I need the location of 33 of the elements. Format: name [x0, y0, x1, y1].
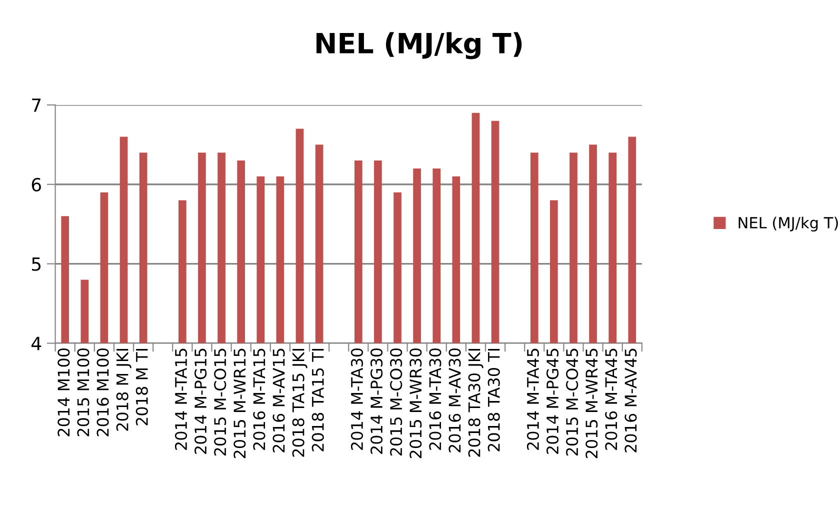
x-tick-label: 2015 M-CO15 — [214, 348, 226, 456]
x-tick-label: 2016 M100 — [96, 348, 109, 436]
x-tick-label: 2016 M-AV30 — [448, 348, 461, 452]
y-tick-label: 4 — [32, 336, 42, 350]
x-tick-label: 2016 M-TA15 — [253, 348, 266, 450]
x-tick-label: 2014 M-TA30 — [350, 348, 364, 450]
x-tick-label: 2016 M-AV45 — [624, 348, 637, 452]
y-tick-label: 6 — [32, 178, 41, 192]
x-tick-label: 2018 M JKI — [116, 348, 132, 431]
x-tick-label: 2014 M100 — [58, 348, 70, 436]
x-tick-label: 2016 M-TA30 — [429, 348, 442, 450]
chart-title: NEL (MJ/kg T) — [316, 32, 522, 60]
x-tick-label: 2015 M-CO30 — [390, 348, 402, 456]
x-tick-label: 2015 M100 — [77, 348, 90, 436]
x-tick-label: 2016 M-AV15 — [272, 348, 285, 452]
x-tick-label: 2018 TA15 TI — [312, 348, 324, 452]
x-tick-label: 2015 M-CO45 — [566, 348, 578, 456]
x-tick-label: 2015 M-WR30 — [410, 348, 422, 458]
x-tick-label: 2014 M-PG45 — [546, 348, 559, 454]
x-tick-label: 2018 TA30 TI — [488, 348, 500, 452]
x-tick-label: 2018 TA15 JKI — [292, 348, 308, 457]
x-tick-label: 2014 M-PG30 — [370, 348, 383, 454]
x-tick-label: 2014 M-TA45 — [526, 348, 539, 450]
x-tick-label: 2014 M-TA15 — [174, 348, 188, 450]
x-tick-label: 2018 TA30 JKI — [468, 348, 484, 457]
x-tick-label: 2016 M-TA45 — [605, 348, 618, 450]
x-tick-label: 2015 M-WR45 — [586, 348, 598, 458]
x-tick-label: 2015 M-WR15 — [234, 348, 246, 458]
y-tick-label: 7 — [32, 98, 41, 112]
legend-label: NEL (MJ/kg T) — [738, 216, 838, 232]
y-tick-label: 5 — [32, 258, 41, 271]
x-tick-label: 2014 M-PG15 — [194, 348, 207, 454]
x-tick-label: 2018 M TI — [136, 348, 148, 426]
